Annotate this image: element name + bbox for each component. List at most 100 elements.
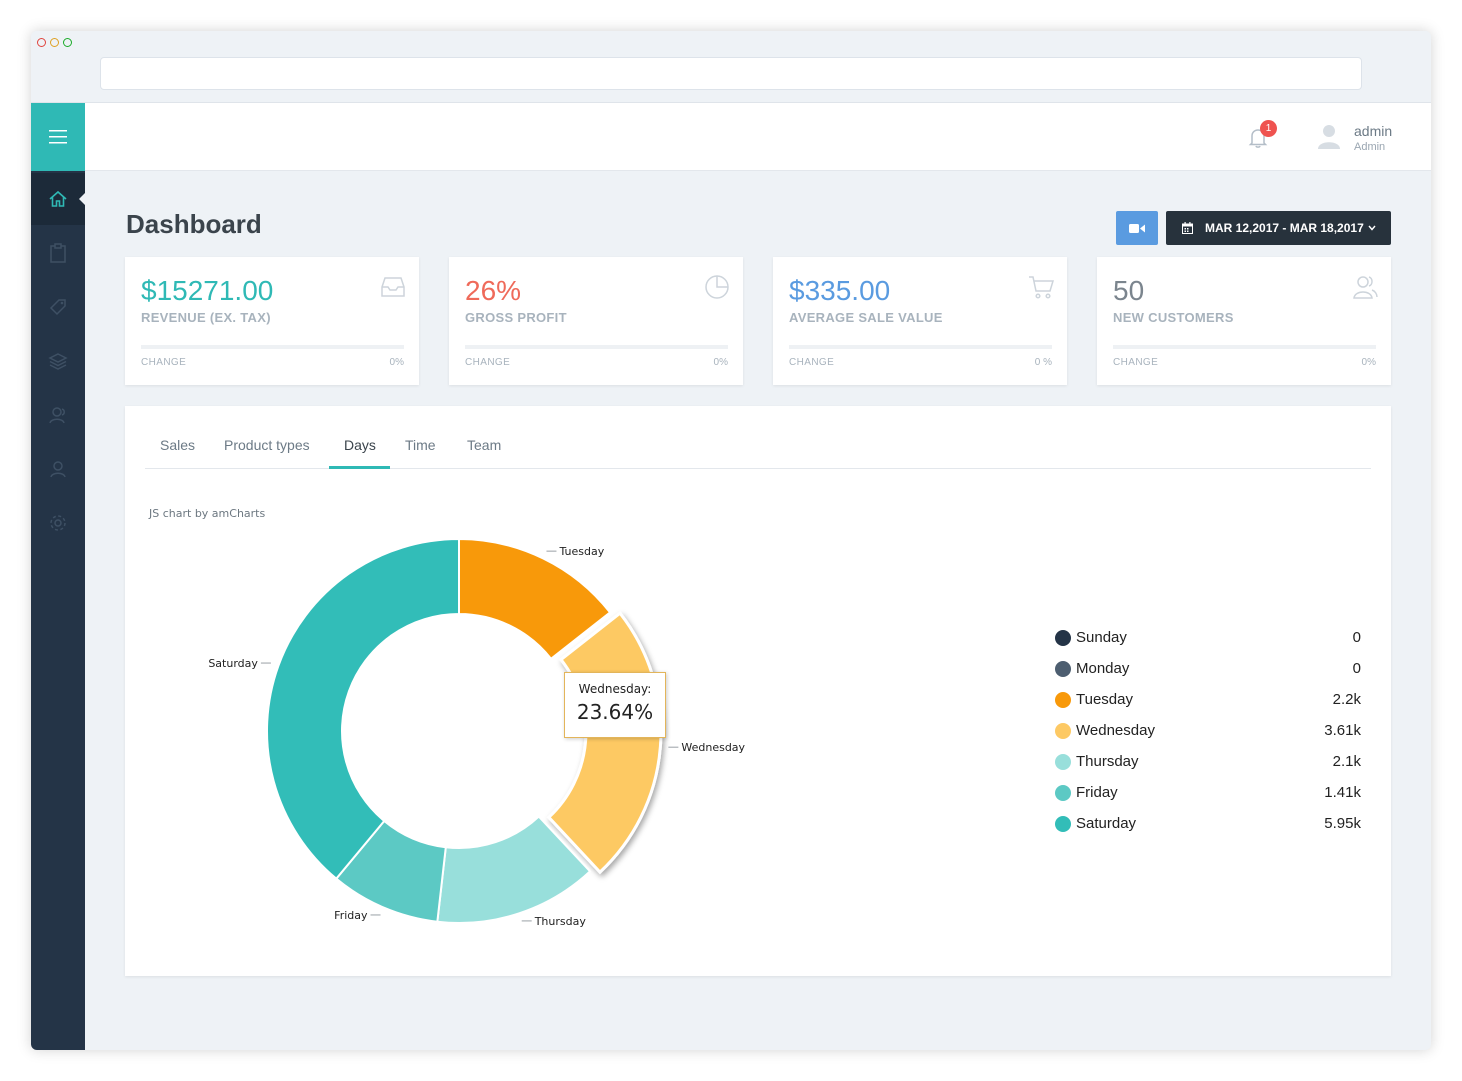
minimize-window-button[interactable]	[50, 38, 59, 47]
legend-label: Saturday	[1076, 815, 1137, 832]
revenue-change-bar	[141, 345, 404, 349]
cart-icon	[1029, 276, 1055, 299]
donut-slice-label: Thursday	[534, 915, 587, 928]
legend-label: Thursday	[1076, 753, 1139, 770]
new-customers-change-label: CHANGE	[1113, 357, 1159, 368]
tooltip-label: Wednesday:	[578, 682, 652, 696]
legend-item-sunday[interactable]: Sunday 0	[1055, 628, 1361, 648]
video-camera-icon	[1129, 223, 1145, 233]
average-sale-change-label: CHANGE	[789, 357, 835, 368]
legend-value: 1.41k	[1324, 784, 1361, 801]
tab-sales[interactable]: Sales	[160, 437, 196, 453]
revenue-change-value: 0%	[389, 357, 404, 368]
sidebar-item-settings[interactable]	[31, 497, 85, 549]
chevron-down-icon	[1368, 225, 1376, 231]
average-sale-card: $335.00 AVERAGE SALE VALUE CHANGE 0 %	[773, 257, 1067, 385]
legend-value: 2.1k	[1332, 753, 1361, 770]
inbox-icon	[381, 277, 405, 297]
tab-days[interactable]: Days	[344, 437, 376, 453]
page-title: Dashboard	[126, 209, 262, 239]
chart-tabs: Sales Product types Days Time Team	[145, 426, 1371, 469]
close-window-button[interactable]	[37, 38, 46, 47]
legend-item-thursday[interactable]: Thursday 2.1k	[1055, 752, 1361, 772]
chart-panel: Sales Product types Days Time Team JS ch…	[125, 406, 1391, 976]
gross-profit-value: 26%	[465, 275, 522, 306]
clipboard-icon	[50, 243, 66, 263]
top-header: 1 admin Admin	[85, 103, 1431, 171]
active-tab-indicator	[329, 466, 390, 469]
legend-item-friday[interactable]: Friday 1.41k	[1055, 783, 1361, 803]
tab-team[interactable]: Team	[467, 437, 502, 453]
average-sale-label: AVERAGE SALE VALUE	[789, 310, 943, 325]
legend-label: Tuesday	[1076, 691, 1133, 708]
users-icon	[49, 407, 65, 424]
maximize-window-button[interactable]	[63, 38, 72, 47]
donut-slice-tuesday[interactable]	[458, 537, 612, 661]
users-icon	[1353, 276, 1378, 299]
calendar-icon	[1182, 222, 1193, 234]
gross-profit-change-label: CHANGE	[465, 357, 511, 368]
gross-profit-label: GROSS PROFIT	[465, 310, 567, 325]
donut-slice-label: Friday	[334, 909, 368, 922]
user-name[interactable]: admin	[1354, 123, 1393, 139]
gross-profit-card: 26% GROSS PROFIT CHANGE 0%	[449, 257, 743, 385]
new-customers-label: NEW CUSTOMERS	[1113, 310, 1234, 325]
legend-item-monday[interactable]: Monday 0	[1055, 659, 1361, 679]
legend-swatch	[1055, 785, 1071, 801]
average-sale-change-value: 0 %	[1034, 357, 1052, 368]
legend-label: Monday	[1076, 660, 1130, 677]
chart-credit-link[interactable]: JS chart by amCharts	[149, 507, 266, 520]
user-icon	[50, 461, 66, 478]
new-customers-change-bar	[1113, 345, 1376, 349]
sidebar	[31, 103, 86, 1050]
legend-label: Friday	[1076, 784, 1118, 801]
sidebar-item-orders[interactable]	[31, 227, 85, 279]
video-button[interactable]	[1116, 211, 1158, 245]
address-bar[interactable]	[100, 57, 1362, 90]
legend-value: 2.2k	[1332, 691, 1361, 708]
tab-time[interactable]: Time	[405, 437, 436, 453]
notification-badge: 1	[1260, 120, 1277, 137]
sidebar-item-tags[interactable]	[31, 281, 85, 333]
hamburger-icon	[49, 130, 67, 144]
legend-item-tuesday[interactable]: Tuesday 2.2k	[1055, 690, 1361, 710]
revenue-card: $15271.00 REVENUE (EX. TAX) CHANGE 0%	[125, 257, 419, 385]
sidebar-item-customers[interactable]	[31, 389, 85, 441]
new-customers-value: 50	[1113, 275, 1145, 306]
donut-slice-label: Wednesday	[681, 741, 745, 754]
legend-item-saturday[interactable]: Saturday 5.95k	[1055, 814, 1361, 834]
legend-swatch	[1055, 661, 1071, 677]
sidebar-item-home[interactable]	[31, 173, 86, 225]
legend-swatch	[1055, 754, 1071, 770]
sidebar-item-layers[interactable]	[31, 335, 85, 387]
gear-icon	[50, 515, 66, 531]
date-range-picker[interactable]: MAR 12,2017 - MAR 18,2017	[1166, 211, 1391, 245]
legend-item-wednesday[interactable]: Wednesday 3.61k	[1055, 721, 1361, 741]
donut-slice-saturday[interactable]	[266, 537, 460, 881]
menu-toggle-button[interactable]	[31, 103, 85, 171]
tab-product-types[interactable]: Product types	[224, 437, 310, 453]
date-range-label: MAR 12,2017 - MAR 18,2017	[1205, 221, 1364, 235]
sidebar-item-profile[interactable]	[31, 443, 85, 495]
donut-chart: Tuesday Wednesday Thursday Friday Saturday	[208, 537, 746, 928]
legend-label: Sunday	[1076, 629, 1127, 646]
new-customers-change-value: 0%	[1361, 357, 1376, 368]
legend-value: 5.95k	[1324, 815, 1361, 832]
legend-swatch	[1055, 723, 1071, 739]
tooltip-value: 23.64%	[576, 700, 654, 724]
donut-slice-wednesday[interactable]	[546, 611, 663, 875]
legend-swatch	[1055, 692, 1071, 708]
chart-tooltip: Wednesday: 23.64%	[564, 672, 666, 738]
pie-chart-icon	[705, 275, 729, 299]
donut-slice-label: Tuesday	[558, 545, 604, 558]
legend-label: Wednesday	[1076, 722, 1155, 739]
donut-slice-label: Saturday	[208, 657, 258, 670]
gross-profit-change-bar	[465, 345, 728, 349]
user-role: Admin	[1354, 141, 1386, 153]
tag-icon	[49, 299, 66, 316]
avatar[interactable]	[1318, 123, 1340, 151]
layers-icon	[48, 353, 68, 370]
legend-value: 0	[1352, 629, 1361, 646]
browser-window: 1 admin Admin Dashboard MAR 12,2017 - MA…	[31, 31, 1431, 1050]
browser-titlebar	[31, 31, 1431, 103]
